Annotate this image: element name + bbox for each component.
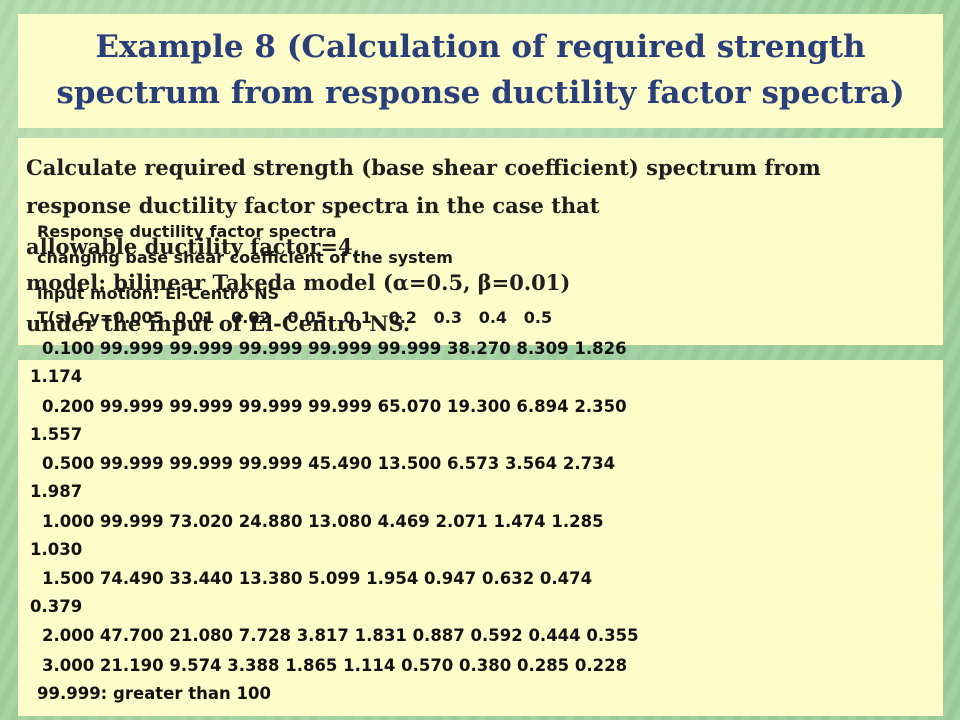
table-row-wrap: 1.557 bbox=[30, 425, 83, 444]
data-panel bbox=[18, 360, 943, 716]
instruction-line-2: response ductility factor spectra in the… bbox=[26, 193, 600, 218]
note: 99.999: greater than 100 bbox=[37, 684, 271, 703]
table-row-wrap: 1.030 bbox=[30, 540, 83, 559]
table-row-wrap: 0.379 bbox=[30, 597, 83, 616]
instruction-line-3: allowable ductility factor=4, bbox=[26, 234, 360, 259]
title-line-1: Example 8 (Calculation of required stren… bbox=[95, 29, 866, 65]
table-row: 1.000 99.999 73.020 24.880 13.080 4.469 … bbox=[42, 512, 604, 531]
column-header: T(s) Cy=0.005 0.01 0.02 0.05 0.1 0.2 0.3… bbox=[37, 308, 553, 327]
instruction-line-4: model: bilinear Takeda model (α=0.5, β=0… bbox=[26, 270, 571, 295]
header-line-2: changing base shear coefficient of the s… bbox=[37, 248, 453, 267]
instruction-panel bbox=[18, 138, 943, 345]
title-line-2: spectrum from response ductility factor … bbox=[56, 75, 905, 111]
table-row: 3.000 21.190 9.574 3.388 1.865 1.114 0.5… bbox=[42, 656, 628, 675]
page-title: Example 8 (Calculation of required stren… bbox=[18, 24, 943, 116]
table-row: 0.200 99.999 99.999 99.999 99.999 65.070… bbox=[42, 397, 627, 416]
table-row: 0.100 99.999 99.999 99.999 99.999 99.999… bbox=[42, 339, 627, 358]
table-row: 2.000 47.700 21.080 7.728 3.817 1.831 0.… bbox=[42, 626, 639, 645]
header-line-3: input motion: El-Centro NS bbox=[37, 284, 280, 303]
title-panel bbox=[18, 14, 943, 128]
table-row: 1.500 74.490 33.440 13.380 5.099 1.954 0… bbox=[42, 569, 593, 588]
table-row: 0.500 99.999 99.999 99.999 45.490 13.500… bbox=[42, 454, 616, 473]
instruction-line-1: Calculate required strength (base shear … bbox=[26, 155, 821, 180]
instruction-line-5: under the input of El-Centro NS. bbox=[26, 311, 411, 336]
table-row-wrap: 1.987 bbox=[30, 482, 83, 501]
header-line-1: Response ductility factor spectra bbox=[37, 222, 337, 241]
table-row-wrap: 1.174 bbox=[30, 367, 83, 386]
